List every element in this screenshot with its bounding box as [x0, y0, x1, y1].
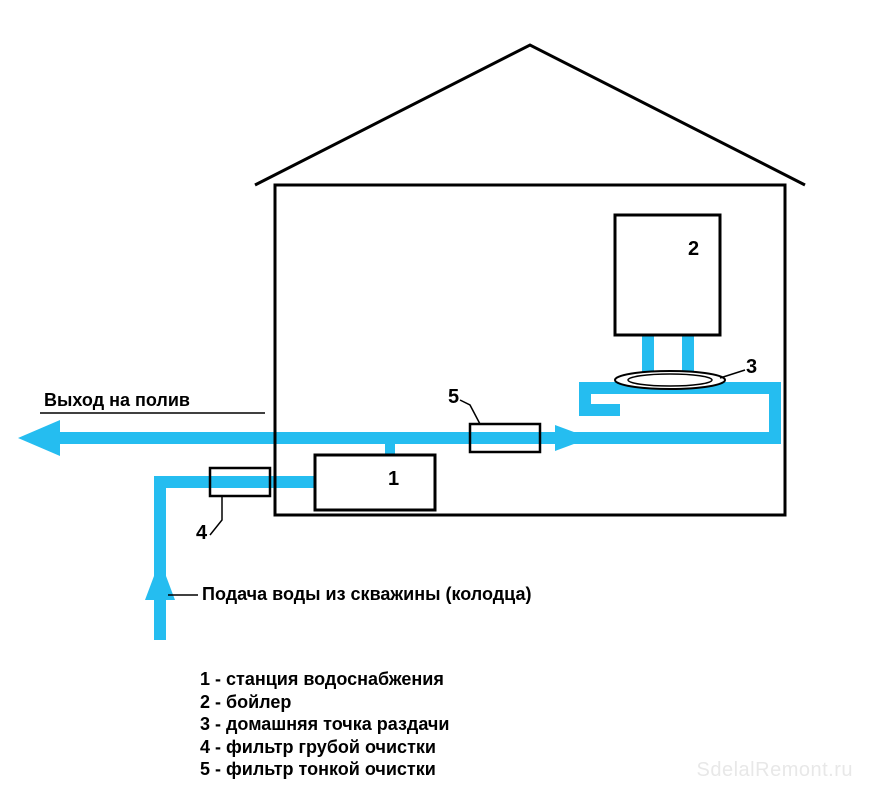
callout-1: 1 [388, 468, 399, 491]
callout-2: 2 [688, 238, 699, 261]
legend-2: 2 - бойлер [200, 691, 449, 714]
boiler-box [615, 215, 720, 335]
callout-3: 3 [746, 356, 757, 379]
sink-basin [615, 371, 725, 389]
diagram-canvas: Выход на полив Подача воды из скважины (… [0, 0, 873, 800]
legend-1: 1 - станция водоснабжения [200, 668, 449, 691]
station-box [315, 455, 435, 510]
legend-4: 4 - фильтр грубой очистки [200, 736, 449, 759]
callout-4: 4 [196, 522, 207, 545]
label-irrigation: Выход на полив [44, 390, 190, 411]
watermark: SdelalRemont.ru [697, 759, 853, 782]
legend: 1 - станция водоснабжения 2 - бойлер 3 -… [200, 668, 449, 781]
roof [255, 45, 805, 185]
callout-5: 5 [448, 386, 459, 409]
label-supply: Подача воды из скважины (колодца) [202, 584, 531, 605]
legend-3: 3 - домашняя точка раздачи [200, 713, 449, 736]
legend-5: 5 - фильтр тонкой очистки [200, 758, 449, 781]
